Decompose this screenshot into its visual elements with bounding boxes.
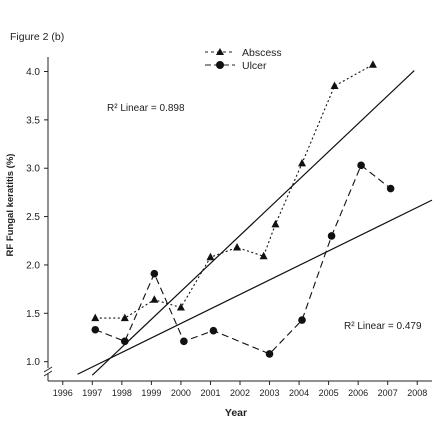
legend-item-abscess: Abscess xyxy=(205,47,282,59)
x-tick-label-2002: 2002 xyxy=(230,388,250,398)
trendline-ulcer xyxy=(77,199,433,375)
x-tick-label-1997: 1997 xyxy=(82,388,102,398)
y-tick-label-1.5: 1.5 xyxy=(26,309,40,320)
x-tick-label-2005: 2005 xyxy=(319,388,339,398)
annotation-r2-ulcer: R² Linear = 0.479 xyxy=(344,321,422,332)
figure-label: Figure 2 (b) xyxy=(10,31,64,43)
point-abscess-8 xyxy=(298,158,307,167)
y-tick-label-1.0: 1.0 xyxy=(26,357,40,368)
legend-ulcer-marker xyxy=(216,61,224,69)
point-ulcer-4 xyxy=(209,326,218,335)
series-lines xyxy=(95,64,391,355)
point-ulcer-3 xyxy=(180,337,188,346)
x-tick-label-1998: 1998 xyxy=(112,388,132,398)
plot-area: 1996 1997 1998 1999 2000 2001 2002 2003 2004 2005… xyxy=(26,57,433,398)
point-abscess-1 xyxy=(120,313,129,322)
x-tick-label-2000: 2000 xyxy=(171,388,191,398)
point-ulcer-9 xyxy=(386,184,395,193)
point-ulcer-5 xyxy=(265,350,274,358)
axis-break-mark xyxy=(43,366,53,373)
point-ulcer-6 xyxy=(298,316,306,324)
point-abscess-6 xyxy=(259,251,268,260)
y-axis-label: RF Fungal keratitis (%) xyxy=(5,154,16,257)
legend-item-ulcer: Ulcer xyxy=(205,60,267,72)
point-abscess-5 xyxy=(233,243,242,251)
point-ulcer-2 xyxy=(150,269,159,278)
legend: Abscess Ulcer xyxy=(205,47,282,72)
x-tick-label-2001: 2001 xyxy=(200,388,220,398)
point-ulcer-7 xyxy=(327,232,336,240)
point-abscess-3 xyxy=(176,302,185,311)
point-abscess-7 xyxy=(271,219,280,228)
point-abscess-4 xyxy=(206,252,215,261)
point-ulcer-1 xyxy=(121,337,129,346)
x-tick-label-1999: 1999 xyxy=(141,388,161,398)
x-tick-label-2007: 2007 xyxy=(378,388,398,398)
legend-abscess-marker xyxy=(216,48,224,55)
y-tick-label-2.0: 2.0 xyxy=(26,260,40,271)
y-tick-label-4.0: 4.0 xyxy=(26,67,40,78)
trendlines xyxy=(77,70,433,376)
x-tick-label-2003: 2003 xyxy=(260,388,280,398)
series-line-ulcer xyxy=(95,164,391,355)
x-ticks: 1996 1997 1998 1999 2000 2001 2002 2003 2004 2005… xyxy=(53,381,427,398)
x-tick-label-1996: 1996 xyxy=(53,388,73,398)
x-axis-label: Year xyxy=(225,407,247,419)
point-ulcer-8 xyxy=(357,161,365,170)
x-tick-label-2008: 2008 xyxy=(407,388,427,398)
y-tick-label-3.0: 3.0 xyxy=(26,164,40,175)
legend-ulcer-label: Ulcer xyxy=(242,60,267,72)
trendline-abscess xyxy=(91,70,415,376)
y-tick-label-3.5: 3.5 xyxy=(26,115,40,126)
y-tick-label-2.5: 2.5 xyxy=(26,212,40,223)
series-markers xyxy=(91,60,395,358)
x-tick-label-2004: 2004 xyxy=(289,388,309,398)
legend-abscess-label: Abscess xyxy=(242,47,282,59)
point-abscess-10 xyxy=(368,60,377,68)
annotation-r2-abscess: R² Linear = 0.898 xyxy=(107,103,185,114)
axis-break-mark-2 xyxy=(43,370,53,377)
x-tick-label-2006: 2006 xyxy=(348,388,368,398)
point-abscess-2 xyxy=(150,295,159,303)
point-abscess-9 xyxy=(330,81,339,90)
y-ticks: 1.0 1.5 2.0 2.5 3.0 3.5 4.0 xyxy=(26,67,48,368)
series-line-abscess xyxy=(95,64,374,319)
point-abscess-0 xyxy=(91,313,100,322)
point-ulcer-0 xyxy=(91,325,100,334)
